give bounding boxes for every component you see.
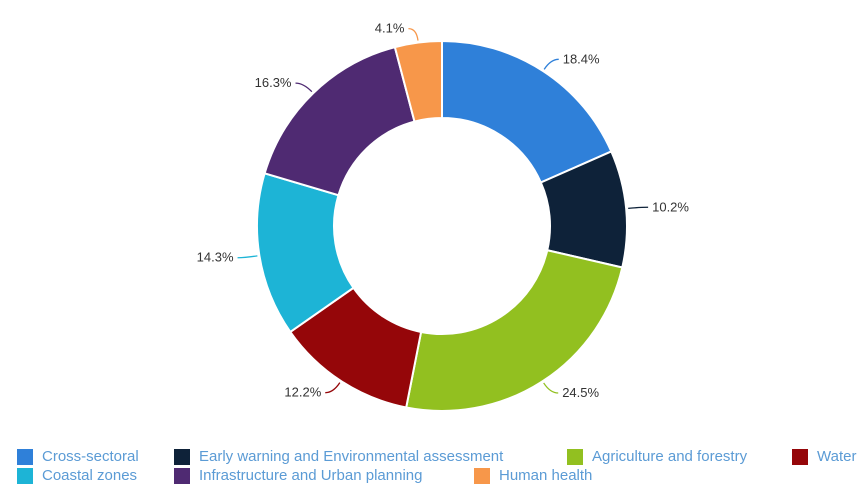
leader-line-infrastructure-and-urban-planning: [295, 82, 313, 93]
slice-label-coastal-zones: 14.3%: [197, 250, 234, 265]
slice-agriculture-and-forestry[interactable]: [405, 249, 624, 412]
legend-item-agriculture-forestry[interactable]: Agriculture and forestry: [567, 448, 747, 465]
leader-line-water: [325, 382, 341, 394]
legend-swatch: [17, 448, 33, 465]
chart-legend: Cross-sectoral Early warning and Environ…: [17, 448, 864, 486]
legend-row-1: Cross-sectoral Early warning and Environ…: [17, 448, 864, 467]
donut-chart: 18.4% 10.2% 24.5% 12.2% 14.3% 16.3% 4.1%: [197, 21, 689, 412]
legend-swatch: [17, 467, 33, 484]
leader-line-early-warning-and-environmental-assessment: [628, 206, 649, 210]
legend-label: Agriculture and forestry: [592, 448, 748, 465]
leader-line-cross-sectoral: [543, 58, 559, 70]
legend-label: Water: [817, 448, 857, 465]
legend-swatch: [474, 467, 490, 484]
legend-label: Early warning and Environmental assessme…: [199, 448, 504, 465]
slice-label-agriculture-and-forestry: 24.5%: [562, 385, 599, 400]
legend-item-coastal-zones[interactable]: Coastal zones: [17, 467, 137, 484]
legend-swatch: [567, 448, 583, 465]
legend-swatch: [174, 467, 190, 484]
leader-line-agriculture-and-forestry: [543, 382, 559, 394]
legend-label: Cross-sectoral: [42, 448, 139, 465]
legend-swatch: [174, 448, 190, 465]
leader-line-human-health: [408, 27, 419, 41]
legend-row-2: Coastal zones Infrastructure and Urban p…: [17, 467, 864, 486]
slice-label-water: 12.2%: [284, 385, 321, 400]
legend-item-infrastructure-urban[interactable]: Infrastructure and Urban planning: [174, 467, 422, 484]
legend-label: Coastal zones: [42, 467, 138, 484]
slice-label-human-health: 4.1%: [375, 21, 405, 36]
slice-label-early-warning-and-environmental-assessment: 10.2%: [652, 199, 689, 214]
slice-human-health[interactable]: [393, 39, 443, 123]
legend-label: Human health: [499, 467, 593, 484]
legend-label: Infrastructure and Urban planning: [199, 467, 423, 484]
legend-item-early-warning[interactable]: Early warning and Environmental assessme…: [174, 448, 503, 465]
legend-item-cross-sectoral[interactable]: Cross-sectoral: [17, 448, 139, 465]
leader-line-coastal-zones: [237, 255, 258, 259]
slice-infrastructure-and-urban-planning[interactable]: [263, 45, 416, 197]
slice-label-infrastructure-and-urban-planning: 16.3%: [255, 75, 292, 90]
legend-item-human-health[interactable]: Human health: [474, 467, 592, 484]
slice-label-cross-sectoral: 18.4%: [563, 51, 600, 66]
legend-item-water[interactable]: Water: [792, 448, 856, 465]
legend-swatch: [792, 448, 808, 465]
